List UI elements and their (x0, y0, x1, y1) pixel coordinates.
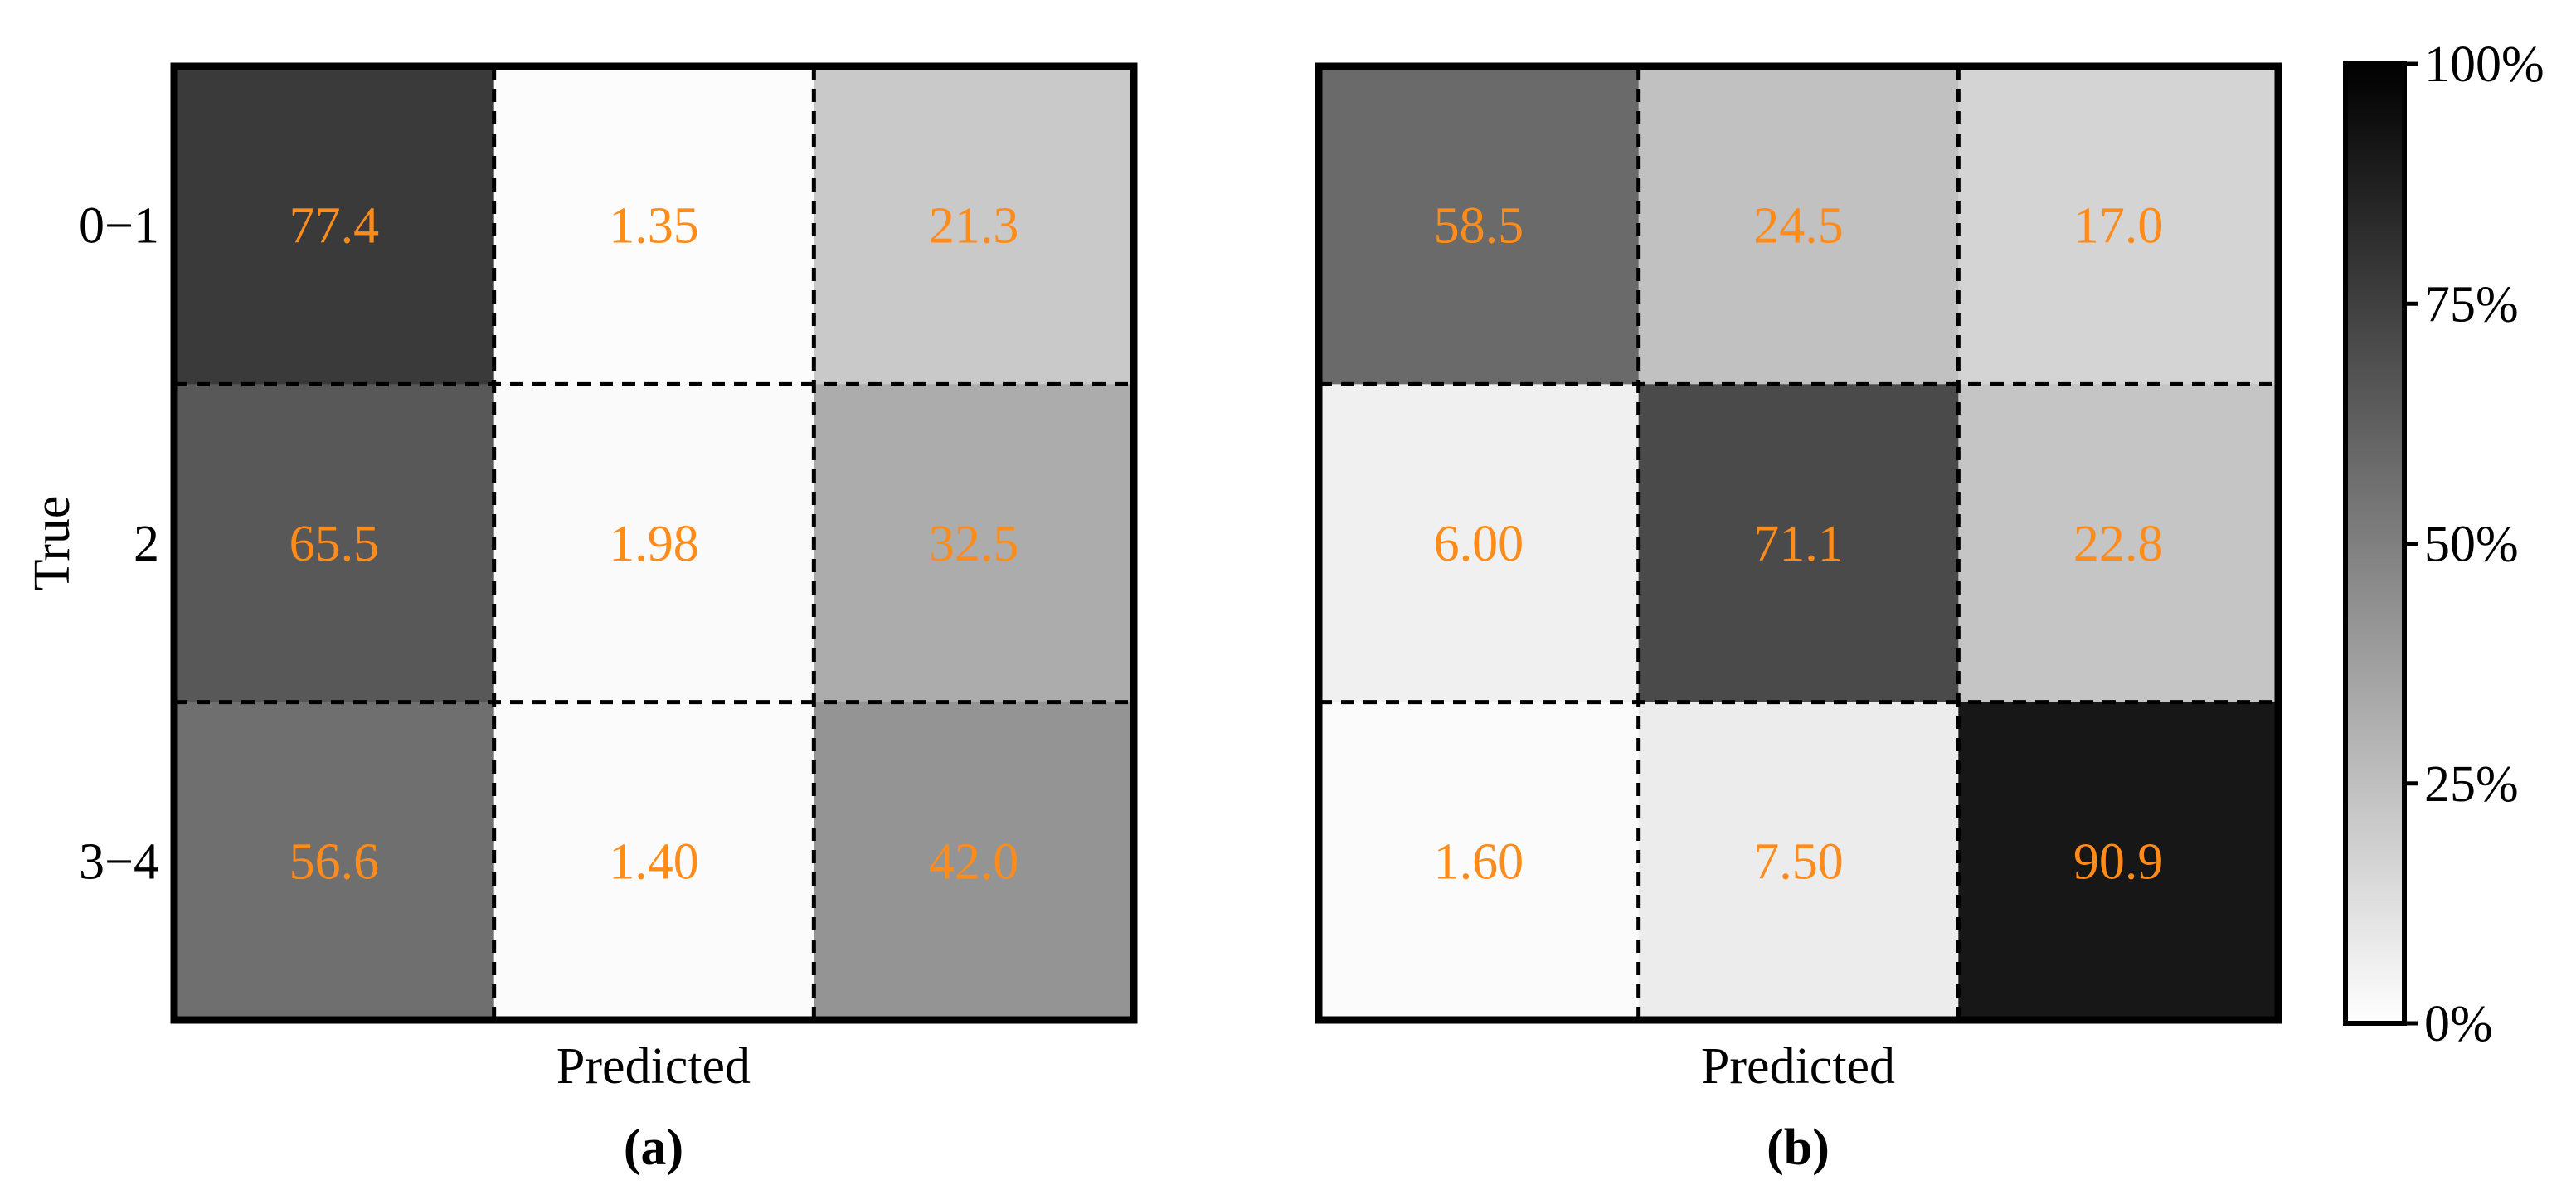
panel-b-value-labels: 58.5 24.5 17.0 6.00 71.1 22.8 1.60 7.50 90.9 (1434, 198, 2164, 891)
panel-a-value-r0-c2: 21.3 (929, 198, 1019, 255)
panel-a-cell-r0-c0 (174, 66, 495, 385)
panel-b-value-r0-c1: 24.5 (1753, 198, 1844, 255)
panel-a-frame (170, 62, 1138, 1024)
panel-a-cell-r1-c1 (493, 384, 814, 703)
panel-b-cell-r2-c2 (1958, 702, 2279, 1021)
panel-a-value-r1-c1: 1.98 (609, 516, 699, 572)
panel-b-value-r1-c0: 6.00 (1434, 516, 1524, 572)
panel-b-cell-r2-c1 (1638, 702, 1959, 1021)
panel-b-cell-r0-c0 (1319, 66, 1640, 385)
panel-a-xlabel: Predicted (557, 1038, 751, 1095)
panel-b-value-r1-c1: 71.1 (1753, 516, 1844, 572)
panel-b-value-r2-c2: 90.9 (2073, 833, 2164, 890)
panel-b-caption: (b) (1767, 1120, 1830, 1176)
panel-b-cell-r1-c2 (1958, 384, 2279, 703)
panel-a-grid (174, 66, 1134, 1020)
panel-a-value-r1-c2: 32.5 (929, 516, 1019, 572)
panel-a: 77.4 1.35 21.3 65.5 1.98 32.5 56.6 1.40 42.0 0−1… (24, 62, 1138, 1176)
colorbar-ticks: 0% 25% 50% 75% 100% (2404, 36, 2544, 1052)
panel-b-cell-r1-c1 (1638, 384, 1959, 703)
panel-b-cell-r2-c0 (1319, 702, 1640, 1021)
panel-b-value-r1-c2: 22.8 (2073, 516, 2164, 572)
panel-a-ylabel: True (24, 496, 80, 591)
colorbar-tick-label: 100% (2424, 36, 2544, 93)
panel-a-cell-r0-c1 (493, 66, 814, 385)
panel-b-value-r2-c1: 7.50 (1753, 833, 1844, 890)
panel-b-value-r2-c0: 1.60 (1434, 833, 1524, 890)
panel-b-cell-r0-c1 (1638, 66, 1959, 385)
panel-a-value-labels: 77.4 1.35 21.3 65.5 1.98 32.5 56.6 1.40 42.0 (289, 198, 1019, 891)
panel-a-row-tick-label: 2 (134, 516, 159, 572)
panel-a-cell-r1-c2 (814, 384, 1135, 703)
colorbar-gradient (2343, 61, 2407, 1026)
panel-b: 58.5 24.5 17.0 6.00 71.1 22.8 1.60 7.50 90.9 Pre… (1315, 62, 2282, 1176)
colorbar: 0% 25% 50% 75% 100% (2343, 36, 2544, 1052)
panel-b-value-r0-c2: 17.0 (2073, 198, 2164, 255)
panel-b-cell-r1-c0 (1319, 384, 1640, 703)
panel-a-value-r2-c2: 42.0 (929, 833, 1019, 890)
panel-a-cell-r2-c2 (814, 702, 1135, 1021)
panel-a-row-tick-label: 0−1 (79, 198, 159, 255)
panel-a-value-r1-c0: 65.5 (289, 516, 380, 572)
panel-b-cell-r0-c2 (1958, 66, 2279, 385)
panel-a-value-r2-c0: 56.6 (289, 833, 380, 890)
panel-a-cell-r1-c0 (174, 384, 495, 703)
colorbar-tick-label: 75% (2424, 276, 2519, 333)
panel-a-cell-r2-c1 (493, 702, 814, 1021)
panel-a-caption: (a) (624, 1120, 683, 1176)
panel-a-value-r0-c0: 77.4 (289, 198, 380, 255)
panel-a-row-ticks: 0−1 2 3−4 (79, 198, 159, 891)
panel-b-value-r0-c0: 58.5 (1434, 198, 1524, 255)
panel-a-cells (174, 66, 1135, 1021)
panel-a-cell-r0-c2 (814, 66, 1135, 385)
colorbar-tick-label: 25% (2424, 756, 2519, 813)
panel-a-cell-r2-c0 (174, 702, 495, 1021)
panel-b-grid (1319, 66, 2278, 1020)
panel-a-value-r2-c1: 1.40 (609, 833, 699, 890)
panel-b-frame (1315, 62, 2282, 1024)
colorbar-tick-label: 50% (2424, 517, 2519, 573)
panel-a-value-r0-c1: 1.35 (609, 198, 699, 255)
colorbar-tick-label: 0% (2424, 996, 2493, 1052)
panel-a-row-tick-label: 3−4 (79, 833, 159, 890)
panel-b-xlabel: Predicted (1701, 1038, 1895, 1095)
panel-b-cells (1319, 66, 2279, 1021)
